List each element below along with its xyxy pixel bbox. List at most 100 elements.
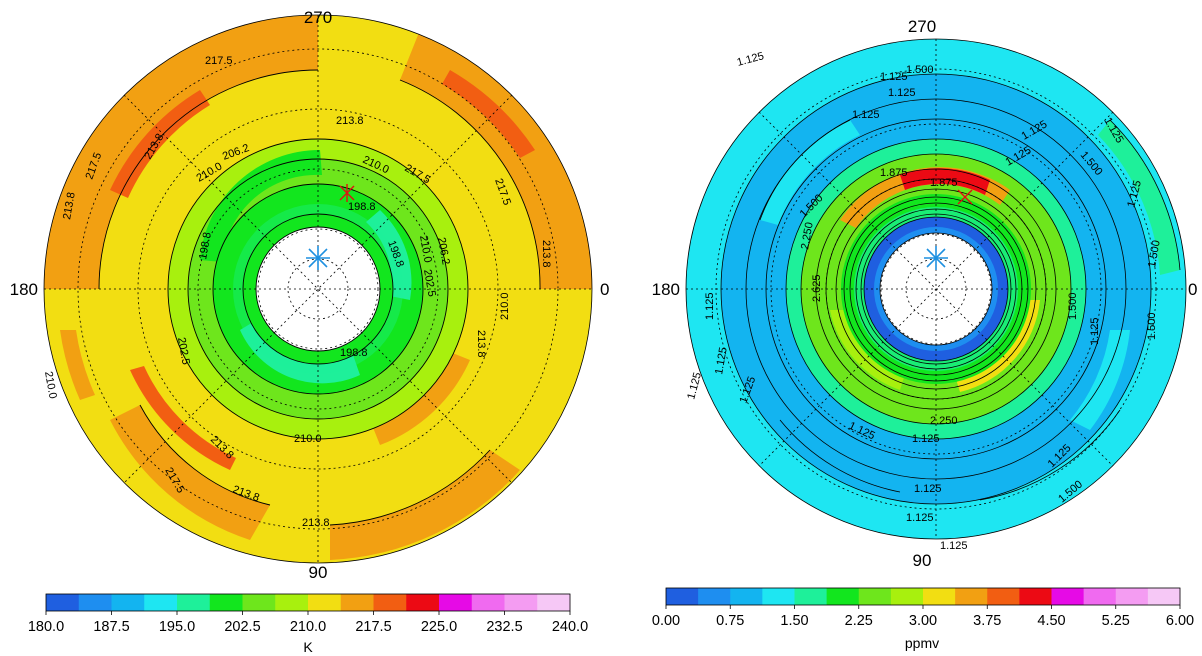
pole-marker <box>924 246 948 270</box>
colorbar-tick-label: 3.75 <box>973 613 1001 629</box>
vortex-center-marker <box>957 189 973 205</box>
contour-label: 1.500 <box>1146 239 1163 268</box>
colorbar-swatch <box>439 594 473 611</box>
contour-label: 1.125 <box>906 512 934 524</box>
colorbar-tick-label: 3.00 <box>909 613 937 629</box>
colorbar-swatch <box>209 594 243 611</box>
contour-label: 1.125 <box>914 483 942 495</box>
colorbar-swatch <box>1051 588 1085 605</box>
contour-label: 1.125 <box>713 346 730 375</box>
contour-label: 1.125 <box>880 71 908 83</box>
angle-label-left: 180 <box>10 280 38 299</box>
contour-label: 213.8 <box>475 330 487 358</box>
temperature-colorbar: 180.0 187.5 195.0 202.5 210.0 217.5 225.0 232.5… <box>28 593 588 635</box>
colorbar-swatch <box>1083 588 1117 605</box>
angle-label-left: 180 <box>652 280 680 299</box>
contour-label: 217.5 <box>205 55 233 67</box>
temperature-polar-plot: 217.5 217.5 217.5 217.5 217.5 213.8 213.… <box>10 8 610 582</box>
contour-label: 198.8 <box>340 347 368 359</box>
colorbar-tick-label: 225.0 <box>421 619 457 635</box>
contour-label: 2.625 <box>811 274 823 302</box>
contour-label: 213.8 <box>302 517 330 529</box>
colorbar-swatch <box>242 594 276 611</box>
colorbar-tick-label: 1.50 <box>780 613 808 629</box>
colorbar-swatch <box>1019 588 1052 605</box>
contour-label: 1.125 <box>940 540 968 552</box>
colorbar-swatch <box>826 588 860 605</box>
contour-label: 2.250 <box>930 415 958 427</box>
contour-label: 210.0 <box>42 370 59 399</box>
colorbar-swatch <box>698 588 731 605</box>
colorbar-swatch <box>794 588 828 605</box>
contour-label: 213.8 <box>61 191 78 220</box>
colorbar-swatch <box>308 594 342 611</box>
contour-label: 206.2 <box>435 236 452 265</box>
contour-label: 210.0 <box>294 433 322 445</box>
contour-label: 1.500 <box>1067 292 1079 320</box>
colorbar-swatch <box>762 588 795 605</box>
vortex-center-marker <box>339 184 355 202</box>
contour-label: 202.5 <box>175 336 192 365</box>
colorbar-unit-label: K <box>303 639 313 655</box>
mixing-ratio-colorbar: 0.00 0.75 1.50 2.25 3.00 3.75 4.50 5.25 6.00 <box>652 587 1194 629</box>
colorbar-swatch <box>275 594 309 611</box>
contour-label: 1.500 <box>1146 312 1158 340</box>
colorbar-unit-label: ppmv <box>905 635 939 651</box>
colorbar-swatch <box>955 588 988 605</box>
contour-label: 1.125 <box>888 87 916 99</box>
colorbar-swatch <box>1147 588 1181 605</box>
angle-label-top: 270 <box>908 17 936 36</box>
contour-label: 202.5 <box>421 268 438 297</box>
contour-label: 1.125 <box>912 433 940 445</box>
contour-label: 1.125 <box>1089 317 1101 345</box>
colorbar-tick-label: 6.00 <box>1166 613 1194 629</box>
contour-label: 1.125 <box>685 371 704 401</box>
contour-label: 213.8 <box>336 115 364 127</box>
contour-label: 1.875 <box>930 177 958 189</box>
colorbar-swatch <box>987 588 1020 605</box>
angle-label-bottom: 90 <box>913 551 932 570</box>
colorbar-swatch <box>666 588 699 605</box>
colorbar-tick-label: 2.25 <box>845 613 873 629</box>
colorbar-swatch <box>78 594 112 611</box>
colorbar-tick-label: 195.0 <box>159 619 195 635</box>
colorbar-swatch <box>144 594 178 611</box>
colorbar-swatch <box>340 594 374 611</box>
colorbar-swatch <box>537 594 571 611</box>
contour-label: 1.125 <box>852 109 880 121</box>
colorbar-swatch <box>111 594 145 611</box>
colorbar-swatch <box>1115 588 1149 605</box>
contour-label: 210.0 <box>417 234 434 263</box>
colorbar-swatch <box>46 594 80 611</box>
contour-label: 1.500 <box>906 64 934 76</box>
contour-label: 1.125 <box>704 292 716 320</box>
contour-label: 198.8 <box>197 231 214 260</box>
colorbar-swatch <box>730 588 763 605</box>
colorbar-tick-label: 202.5 <box>224 619 260 635</box>
contour-label: 213.8 <box>540 240 552 268</box>
colorbar-swatch <box>923 588 956 605</box>
contour-label: 2.250 <box>799 221 816 250</box>
colorbar-tick-label: 232.5 <box>486 619 522 635</box>
pole-marker <box>306 246 330 270</box>
angle-label-right: 0 <box>1188 280 1197 299</box>
angle-label-right: 0 <box>600 280 609 299</box>
contour-label: 1.875 <box>880 167 908 179</box>
contour-label: 210.0 <box>499 292 511 320</box>
temperature-grid <box>44 15 592 563</box>
colorbar-tick-label: 210.0 <box>290 619 326 635</box>
colorbar-tick-label: 240.0 <box>552 619 588 635</box>
colorbar-tick-label: 217.5 <box>355 619 391 635</box>
angle-label-bottom: 90 <box>309 563 328 582</box>
mixing-ratio-polar-plot: 1.125 1.125 1.125 1.125 1.125 1.125 1.12… <box>652 17 1198 570</box>
colorbar-tick-label: 0.75 <box>716 613 744 629</box>
colorbar-tick-label: 4.50 <box>1037 613 1065 629</box>
contour-label: 1.125 <box>736 50 766 69</box>
angle-label-top: 270 <box>304 8 332 27</box>
colorbar-tick-label: 5.25 <box>1102 613 1130 629</box>
colorbar-swatch <box>406 594 440 611</box>
colorbar-swatch <box>858 588 892 605</box>
colorbar-tick-label: 187.5 <box>93 619 129 635</box>
colorbar-tick-label: 180.0 <box>28 619 64 635</box>
